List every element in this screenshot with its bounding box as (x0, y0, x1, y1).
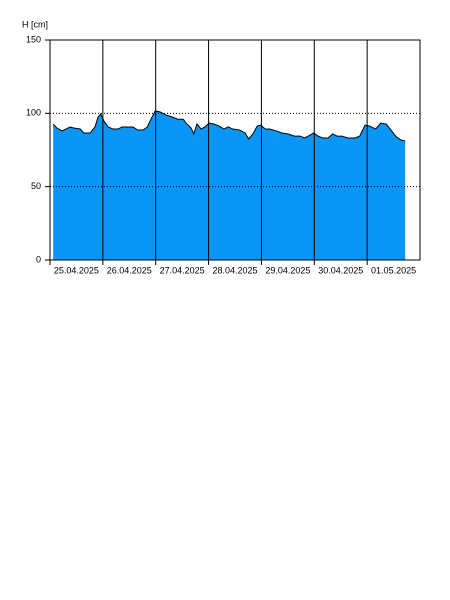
area (53, 110, 406, 260)
y-axis-label: H [cm] (22, 19, 48, 29)
x-tick-label: 26.04.2025 (107, 265, 152, 275)
x-tick-label: 01.05.2025 (371, 265, 416, 275)
y-tick-label: 100 (26, 108, 41, 118)
x-tick-label: 27.04.2025 (160, 265, 205, 275)
y-tick-label: 150 (26, 34, 41, 44)
x-tick-label: 29.04.2025 (265, 265, 310, 275)
plot-frame (49, 39, 421, 261)
y-tick-label: 50 (31, 181, 41, 191)
x-tick-label: 30.04.2025 (318, 265, 363, 275)
y-tick-label: 0 (36, 254, 41, 264)
x-tick-label: 28.04.2025 (212, 265, 257, 275)
area-outline (52, 110, 406, 142)
x-tick-label: 25.04.2025 (54, 265, 99, 275)
